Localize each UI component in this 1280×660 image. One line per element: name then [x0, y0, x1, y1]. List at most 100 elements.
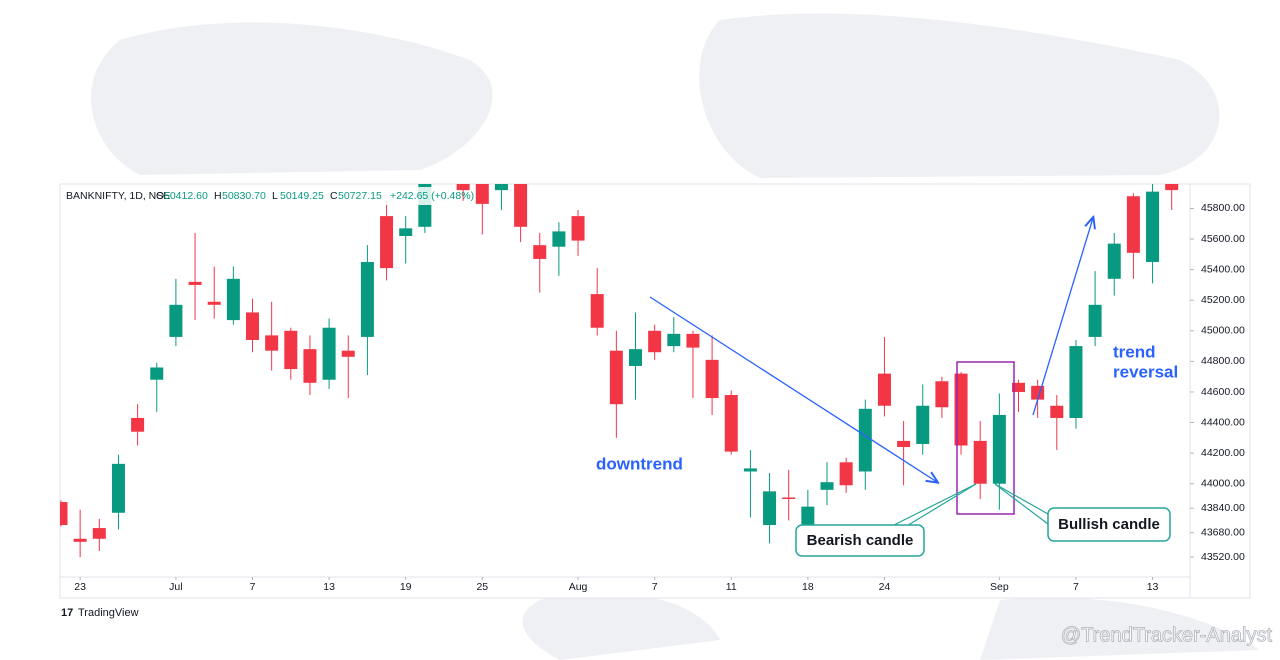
candle-body	[265, 335, 279, 351]
candle-body	[877, 373, 891, 406]
candle-body	[897, 440, 911, 448]
y-tick-label: 43840.00	[1201, 502, 1245, 514]
candle-body	[858, 408, 872, 472]
candle-body	[92, 528, 106, 539]
legend-value: 50727.15	[338, 190, 382, 202]
x-tick-label: Aug	[569, 581, 588, 593]
candle-body	[360, 261, 374, 337]
candle-body	[150, 367, 164, 380]
legend-value: 50830.70	[222, 190, 266, 202]
candle-body	[667, 333, 681, 347]
candle-body	[724, 395, 738, 452]
x-tick-label: 7	[250, 581, 256, 593]
candle-body	[916, 405, 930, 444]
reversal-label: trend	[1113, 342, 1156, 361]
x-tick-label: 13	[323, 581, 335, 593]
candle-body	[475, 184, 489, 204]
callout-line	[889, 483, 977, 528]
candle-body	[992, 414, 1006, 484]
candle-body	[571, 216, 585, 241]
candle-body	[533, 245, 547, 259]
legend-key: H	[214, 190, 222, 202]
logo-mark: 17	[61, 607, 73, 619]
legend-key: C	[330, 190, 338, 202]
x-tick-label: 13	[1147, 581, 1159, 593]
highlight-box	[956, 361, 1015, 515]
legend-bg	[62, 187, 452, 205]
x-tick-label: Jul	[169, 581, 182, 593]
candle-body	[73, 538, 87, 542]
candle-body	[782, 497, 796, 500]
background-map	[91, 13, 1260, 660]
x-tick-label: 24	[879, 581, 891, 593]
y-tick-label: 44200.00	[1201, 447, 1245, 459]
y-tick-label: 43680.00	[1201, 526, 1245, 538]
candle-body	[1165, 184, 1179, 191]
candle-body	[763, 491, 777, 526]
candle-body	[131, 417, 145, 432]
y-tick-label: 45400.00	[1201, 263, 1245, 275]
candle-body	[322, 327, 336, 380]
candle-body	[246, 312, 259, 340]
x-tick-label: 11	[726, 581, 737, 593]
candle-body	[188, 281, 202, 285]
ohlc-legend: BANKNIFTY, 1D, NSE O 50412.60 H 50830.70 L 50…	[62, 187, 474, 205]
legend-title: BANKNIFTY, 1D, NSE	[66, 190, 170, 202]
legend-value: 50412.60	[164, 190, 208, 202]
candle-body	[226, 278, 240, 321]
candle-body	[801, 506, 815, 526]
callout-box	[1047, 507, 1171, 542]
callout-line	[904, 483, 977, 528]
candle-body	[380, 216, 394, 269]
candle-body	[743, 468, 757, 472]
bearish-label: Bearish candle	[807, 532, 914, 549]
downtrend-label: downtrend	[596, 454, 683, 473]
x-tick-label: 18	[802, 581, 814, 593]
y-tick-label: 44400.00	[1201, 416, 1245, 428]
y-tick-label: 45200.00	[1201, 294, 1245, 306]
candle-body	[1088, 304, 1102, 337]
candle-body	[954, 373, 968, 446]
reversal-arrow	[1032, 218, 1093, 416]
legend-key: L	[272, 190, 278, 202]
reversal-label: reversal	[1113, 362, 1178, 381]
y-tick-label: 45800.00	[1201, 202, 1245, 214]
candle-body	[1107, 243, 1121, 279]
x-tick-label: 7	[1073, 581, 1079, 593]
candle-body	[820, 482, 834, 490]
candle-body	[1126, 196, 1140, 253]
candle-body	[399, 228, 413, 236]
y-tick-label: 44800.00	[1201, 355, 1245, 367]
candle-body	[1050, 405, 1064, 418]
candle-body	[1012, 382, 1025, 392]
downtrend-arrow	[649, 296, 937, 482]
candle-body	[169, 304, 183, 337]
candle-body	[552, 231, 566, 247]
y-tick-label: 44600.00	[1201, 386, 1245, 398]
candles	[60, 160, 1179, 558]
candle-body	[935, 381, 949, 408]
watermark: @TrendTracker-Analyst	[1061, 624, 1273, 646]
candle-body	[590, 294, 604, 328]
x-tick-label: 23	[74, 581, 86, 593]
candle-body	[438, 160, 451, 177]
candle-body	[341, 350, 355, 357]
bullish-label: Bullish candle	[1058, 516, 1160, 533]
x-tick-label: 19	[400, 581, 412, 593]
y-tick-label: 45000.00	[1201, 325, 1245, 337]
candle-body	[494, 184, 508, 191]
y-tick-label: 44000.00	[1201, 478, 1245, 490]
candle-body	[60, 502, 68, 526]
x-tick-label: Sep	[990, 581, 1009, 593]
candle-body	[973, 440, 987, 484]
candle-body	[609, 350, 623, 405]
candle-body	[1069, 346, 1083, 418]
candle-body	[456, 184, 470, 191]
legend-key: O	[156, 190, 164, 202]
candle-body	[303, 349, 317, 383]
x-tick-label: 7	[652, 581, 658, 593]
candle-body	[686, 333, 700, 348]
legend-value: 50149.25	[280, 190, 324, 202]
x-tick-label: 25	[476, 581, 488, 593]
